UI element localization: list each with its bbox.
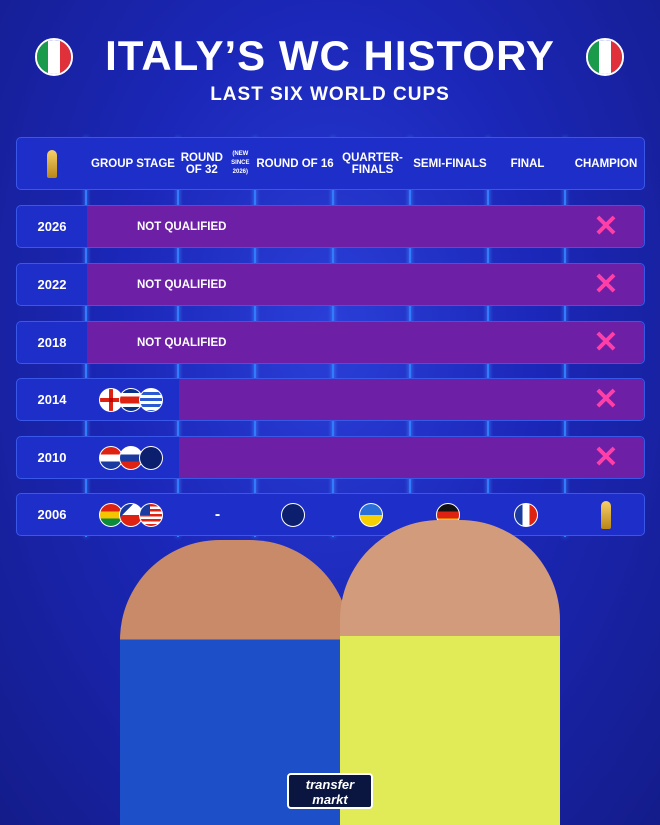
year-label: 2018: [37, 335, 67, 350]
cross-icon: ✕: [593, 268, 619, 301]
column-header-label: FINAL: [510, 157, 545, 170]
not-qualified-bar: [87, 264, 644, 305]
not-qualified-bar: [87, 206, 644, 247]
column-header-semi-finals: SEMI-FINALS: [411, 138, 489, 189]
cross-icon: ✕: [593, 210, 619, 243]
column-header-quarter-finals: QUARTER-FINALS: [334, 138, 411, 189]
year-label: 2006: [37, 507, 67, 522]
column-header-label: SEMI-FINALS: [413, 157, 487, 170]
world-cup-trophy-icon: [47, 149, 57, 178]
table-row-2006: 2006 -: [16, 493, 645, 536]
cross-icon: ✕: [593, 326, 619, 359]
champion-cell: [566, 494, 646, 535]
column-header-champion: CHAMPION: [566, 138, 646, 189]
status-label: NOT QUALIFIED: [137, 278, 227, 291]
page-subtitle: LAST SIX WORLD CUPS: [210, 84, 450, 105]
year-label: 2026: [37, 219, 67, 234]
table-row-2010: 2010 ✕: [16, 436, 645, 479]
column-header-note: (NEW SINCE 2026): [231, 151, 250, 175]
column-header-round-of-: ROUND OF 32 (NEW SINCE 2026): [179, 138, 256, 189]
result-round-of-: [256, 494, 334, 535]
year-label: 2010: [37, 450, 67, 465]
column-header-label: CHAMPION: [574, 157, 638, 170]
player-photo-goalkeeper: [340, 520, 560, 825]
not-qualified-bar: [87, 322, 644, 363]
champion-cell: ✕: [566, 206, 646, 247]
table-row-2018: 2018 NOT QUALIFIED ✕: [16, 321, 645, 364]
uruguay-flag-icon: [139, 387, 163, 412]
group-opponents: [87, 437, 179, 478]
result-round-of-: -: [179, 494, 256, 535]
column-header-label: ROUND OF 32: [180, 151, 223, 176]
italy-flag-icon: [35, 38, 73, 76]
status-label: NOT QUALIFIED: [137, 336, 227, 349]
australia-flag-icon: [281, 502, 305, 527]
result-quarter-finals: [334, 494, 411, 535]
table-row-2014: 2014 ✕: [16, 378, 645, 421]
empty-value: -: [214, 505, 221, 523]
table-row-2026: 2026 NOT QUALIFIED ✕: [16, 205, 645, 248]
not-reached-bar: [179, 379, 644, 420]
table-header: GROUP STAGE ROUND OF 32 (NEW SINCE 2026) RO…: [16, 137, 645, 190]
cross-icon: ✕: [593, 383, 619, 416]
usa-flag-icon: [139, 502, 163, 527]
not-reached-bar: [179, 437, 644, 478]
champion-cell: ✕: [566, 379, 646, 420]
year-label: 2022: [37, 277, 67, 292]
column-header-round-of-: ROUND OF 16: [256, 138, 334, 189]
ukraine-flag-icon: [358, 502, 383, 527]
france-flag-icon: [513, 502, 538, 527]
column-header-label: QUARTER-FINALS: [342, 151, 403, 176]
trophy-header-cell: [17, 138, 87, 189]
ghana-flag-icon: [99, 502, 123, 527]
champion-cell: ✕: [566, 264, 646, 305]
champion-cell: ✕: [566, 437, 646, 478]
new-zealand-flag-icon: [139, 445, 163, 470]
group-opponents: [87, 494, 179, 535]
world-cup-trophy-icon: [601, 500, 611, 529]
page-title: ITALY’S WC HISTORY: [105, 32, 555, 79]
year-label: 2014: [37, 392, 67, 407]
transfermarkt-logo: transfer markt: [287, 773, 373, 809]
group-opponents: [87, 379, 179, 420]
table-row-2022: 2022 NOT QUALIFIED ✕: [16, 263, 645, 306]
italy-flag-icon: [586, 38, 624, 76]
column-header-label: ROUND OF 16: [256, 157, 334, 170]
result-final: [489, 494, 566, 535]
column-header-label: GROUP STAGE: [91, 157, 175, 170]
column-header-final: FINAL: [489, 138, 566, 189]
status-label: NOT QUALIFIED: [137, 220, 227, 233]
cross-icon: ✕: [593, 441, 619, 474]
champion-cell: ✕: [566, 322, 646, 363]
column-header-group-stage: GROUP STAGE: [87, 138, 179, 189]
